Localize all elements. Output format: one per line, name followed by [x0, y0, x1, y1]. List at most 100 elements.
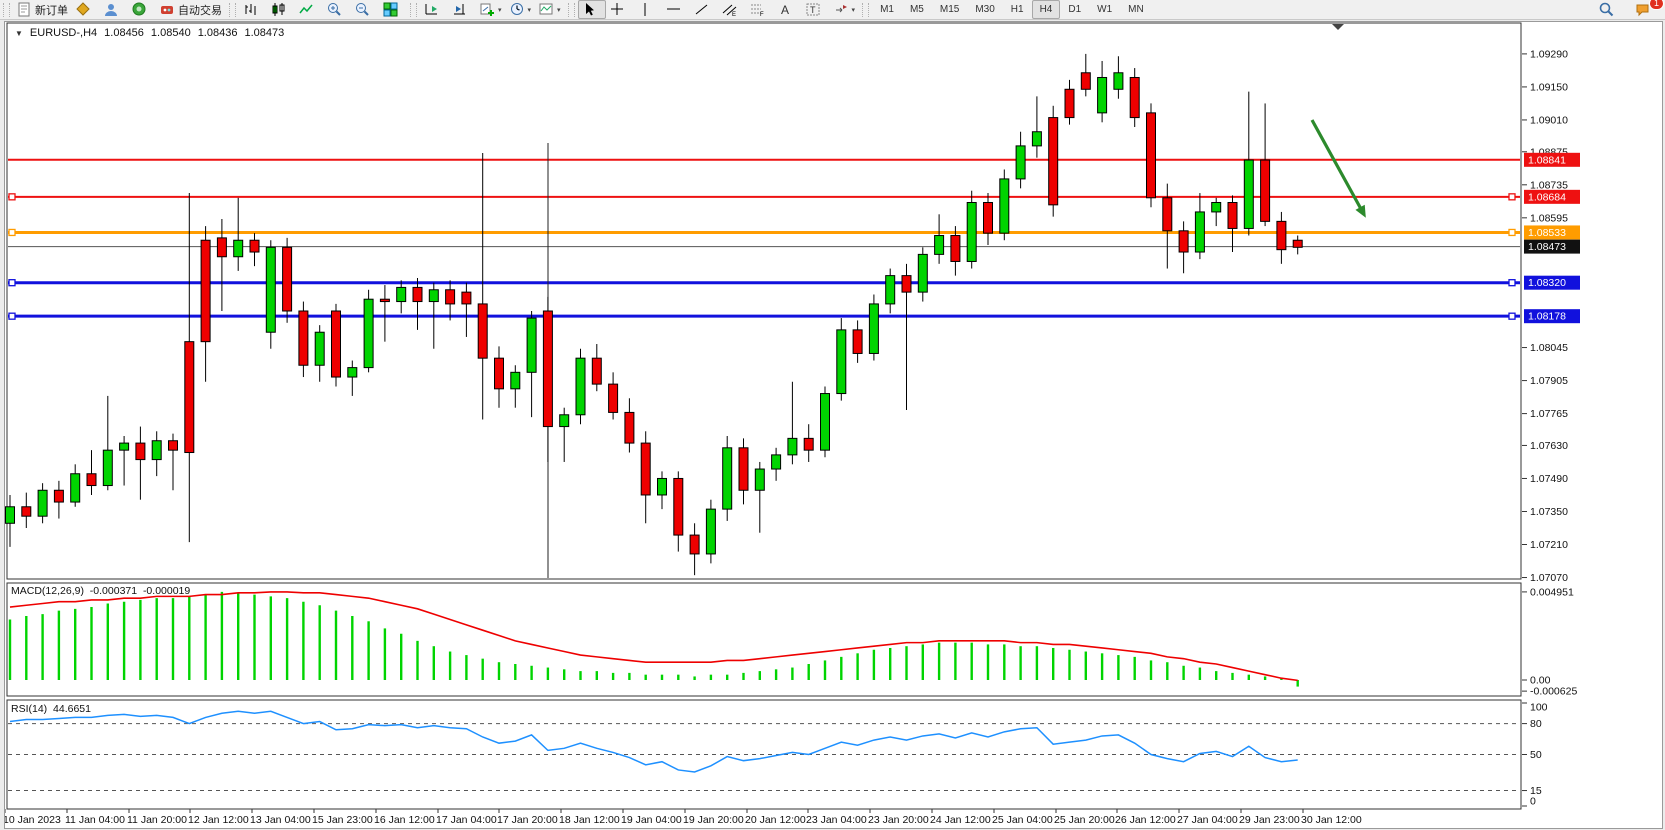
chart-shift-icon — [452, 2, 467, 17]
text-button[interactable]: A — [774, 0, 802, 19]
tf-m1[interactable]: M1 — [872, 0, 902, 19]
toolbar-group-handle[interactable] — [3, 2, 10, 17]
arrow-shaft[interactable] — [1310, 119, 1363, 210]
bull-candle — [70, 473, 81, 503]
new-order-button[interactable]: 新订单 — [13, 0, 72, 19]
tile-windows-button[interactable] — [379, 0, 407, 19]
bar-chart-button[interactable] — [239, 0, 267, 19]
bear-candle — [1048, 117, 1059, 206]
bear-candle — [1227, 201, 1238, 229]
crosshair-button[interactable] — [606, 0, 634, 19]
search-icon — [1599, 2, 1614, 17]
bull-candle — [5, 506, 15, 524]
notifications-button[interactable]: 1 — [1631, 0, 1664, 19]
line-chart-icon — [299, 2, 314, 17]
time-tick-label: 16 Jan 12:00 — [374, 814, 435, 826]
bear-candle — [249, 239, 260, 253]
rsi-axis-label: 0 — [1530, 796, 1536, 808]
shapes-icon — [834, 2, 849, 17]
autotrading-button[interactable]: 自动交易 — [156, 0, 226, 19]
text-label-button[interactable]: T — [802, 0, 830, 19]
time-tick-label: 25 Jan 20:00 — [1054, 814, 1115, 826]
tf-h1[interactable]: H1 — [1003, 0, 1032, 19]
support-line-1-handle[interactable] — [8, 279, 16, 287]
bull-candle — [314, 331, 325, 366]
pivot-line-handle[interactable] — [8, 228, 16, 237]
macd-signal-line — [9, 591, 1298, 682]
caret-down-icon: ▾ — [557, 6, 561, 14]
news-button[interactable] — [128, 0, 156, 19]
tf-m5[interactable]: M5 — [902, 0, 932, 19]
price-tick-label: 1.07905 — [1530, 375, 1568, 387]
auto-scroll-button[interactable] — [420, 0, 448, 19]
bull-candle — [37, 489, 48, 517]
price-tick-label: 1.07070 — [1530, 572, 1568, 584]
toolbar-group-handle[interactable] — [862, 2, 870, 17]
bear-candle — [331, 310, 341, 378]
tf-w1[interactable]: W1 — [1089, 0, 1120, 19]
new-order-icon — [17, 2, 32, 17]
chevron-down-icon[interactable]: ▼ — [15, 28, 23, 38]
price-tick-label: 1.07210 — [1530, 539, 1568, 551]
macd-axis-label: -0.000625 — [1530, 686, 1577, 698]
time-tick-label: 17 Jan 04:00 — [436, 814, 497, 826]
time-tick-label: 12 Jan 12:00 — [188, 814, 249, 826]
bear-candle — [1080, 72, 1091, 90]
price-badge-label: 1.08841 — [1528, 154, 1566, 166]
search-button[interactable] — [1595, 0, 1623, 19]
vertical-line-button[interactable] — [634, 0, 662, 19]
zoom-in-button[interactable] — [323, 0, 351, 19]
bear-candle — [738, 447, 749, 491]
channel-button[interactable]: E — [718, 0, 746, 19]
rsi-indicator-label: RSI(14) 44.6651 — [11, 703, 91, 715]
fibo-icon: F — [750, 2, 765, 17]
tf-mn[interactable]: MN — [1120, 0, 1152, 19]
toolbar-group-handle[interactable] — [229, 2, 236, 17]
tf-m15[interactable]: M15 — [932, 0, 967, 19]
chart-shift-marker[interactable] — [1332, 24, 1344, 30]
tf-m1-label: M1 — [880, 4, 894, 15]
arrow-head-icon[interactable] — [1355, 204, 1366, 218]
bear-candle — [1162, 197, 1173, 232]
bull-candle — [102, 449, 113, 487]
bear-candle — [673, 477, 684, 536]
support-line-2-handle[interactable] — [1508, 312, 1516, 320]
support-line-1-handle[interactable] — [1508, 279, 1516, 287]
trend-arrow-annotation[interactable] — [1310, 119, 1366, 218]
bear-candle — [1292, 239, 1303, 248]
zoom-out-button[interactable] — [351, 0, 379, 19]
main-toolbar: 新订单 自动交易 ▾ ▾ ▾ E F A T ▾ M1 M5 M15 M30 H1 H4 D1 W1 MN 1 — [0, 0, 1665, 20]
bear-candle — [494, 357, 504, 390]
trendline-button[interactable] — [690, 0, 718, 19]
resistance-line-2-handle[interactable] — [8, 193, 16, 201]
new-order-button-label: 新订单 — [35, 4, 68, 17]
toolbar-group-handle[interactable] — [410, 2, 417, 17]
robot-icon — [160, 2, 175, 17]
cursor-button[interactable] — [577, 0, 606, 19]
caret-down-icon: ▾ — [498, 6, 502, 14]
toolbar-group-handle[interactable] — [567, 2, 575, 17]
tf-m30[interactable]: M30 — [967, 0, 1002, 19]
seal-button[interactable] — [72, 0, 100, 19]
support-line-2-handle[interactable] — [8, 312, 16, 320]
price-tick-label: 1.08045 — [1530, 342, 1568, 354]
periods-button[interactable]: ▾ — [506, 0, 536, 19]
templates-button[interactable]: ▾ — [535, 0, 565, 19]
arrows-button[interactable]: ▾ — [830, 0, 860, 19]
bull-candle — [705, 508, 716, 555]
resistance-line-2-handle[interactable] — [1508, 193, 1516, 201]
fibonacci-button[interactable]: F — [746, 0, 774, 19]
pivot-line-handle[interactable] — [1508, 228, 1516, 237]
line-chart-button[interactable] — [295, 0, 323, 19]
tf-m5-label: M5 — [909, 4, 924, 15]
community-button[interactable] — [100, 0, 128, 19]
price-tick-label: 1.09010 — [1530, 114, 1568, 126]
tf-d1[interactable]: D1 — [1060, 0, 1089, 19]
rsi-axis-label: 80 — [1530, 718, 1542, 730]
tf-h4[interactable]: H4 — [1031, 0, 1061, 19]
horizontal-line-button[interactable] — [662, 0, 690, 19]
price-badge — [1524, 239, 1580, 254]
new-chart-button[interactable]: ▾ — [476, 0, 506, 19]
chart-shift-button[interactable] — [448, 0, 476, 19]
candle-chart-button[interactable] — [267, 0, 295, 19]
